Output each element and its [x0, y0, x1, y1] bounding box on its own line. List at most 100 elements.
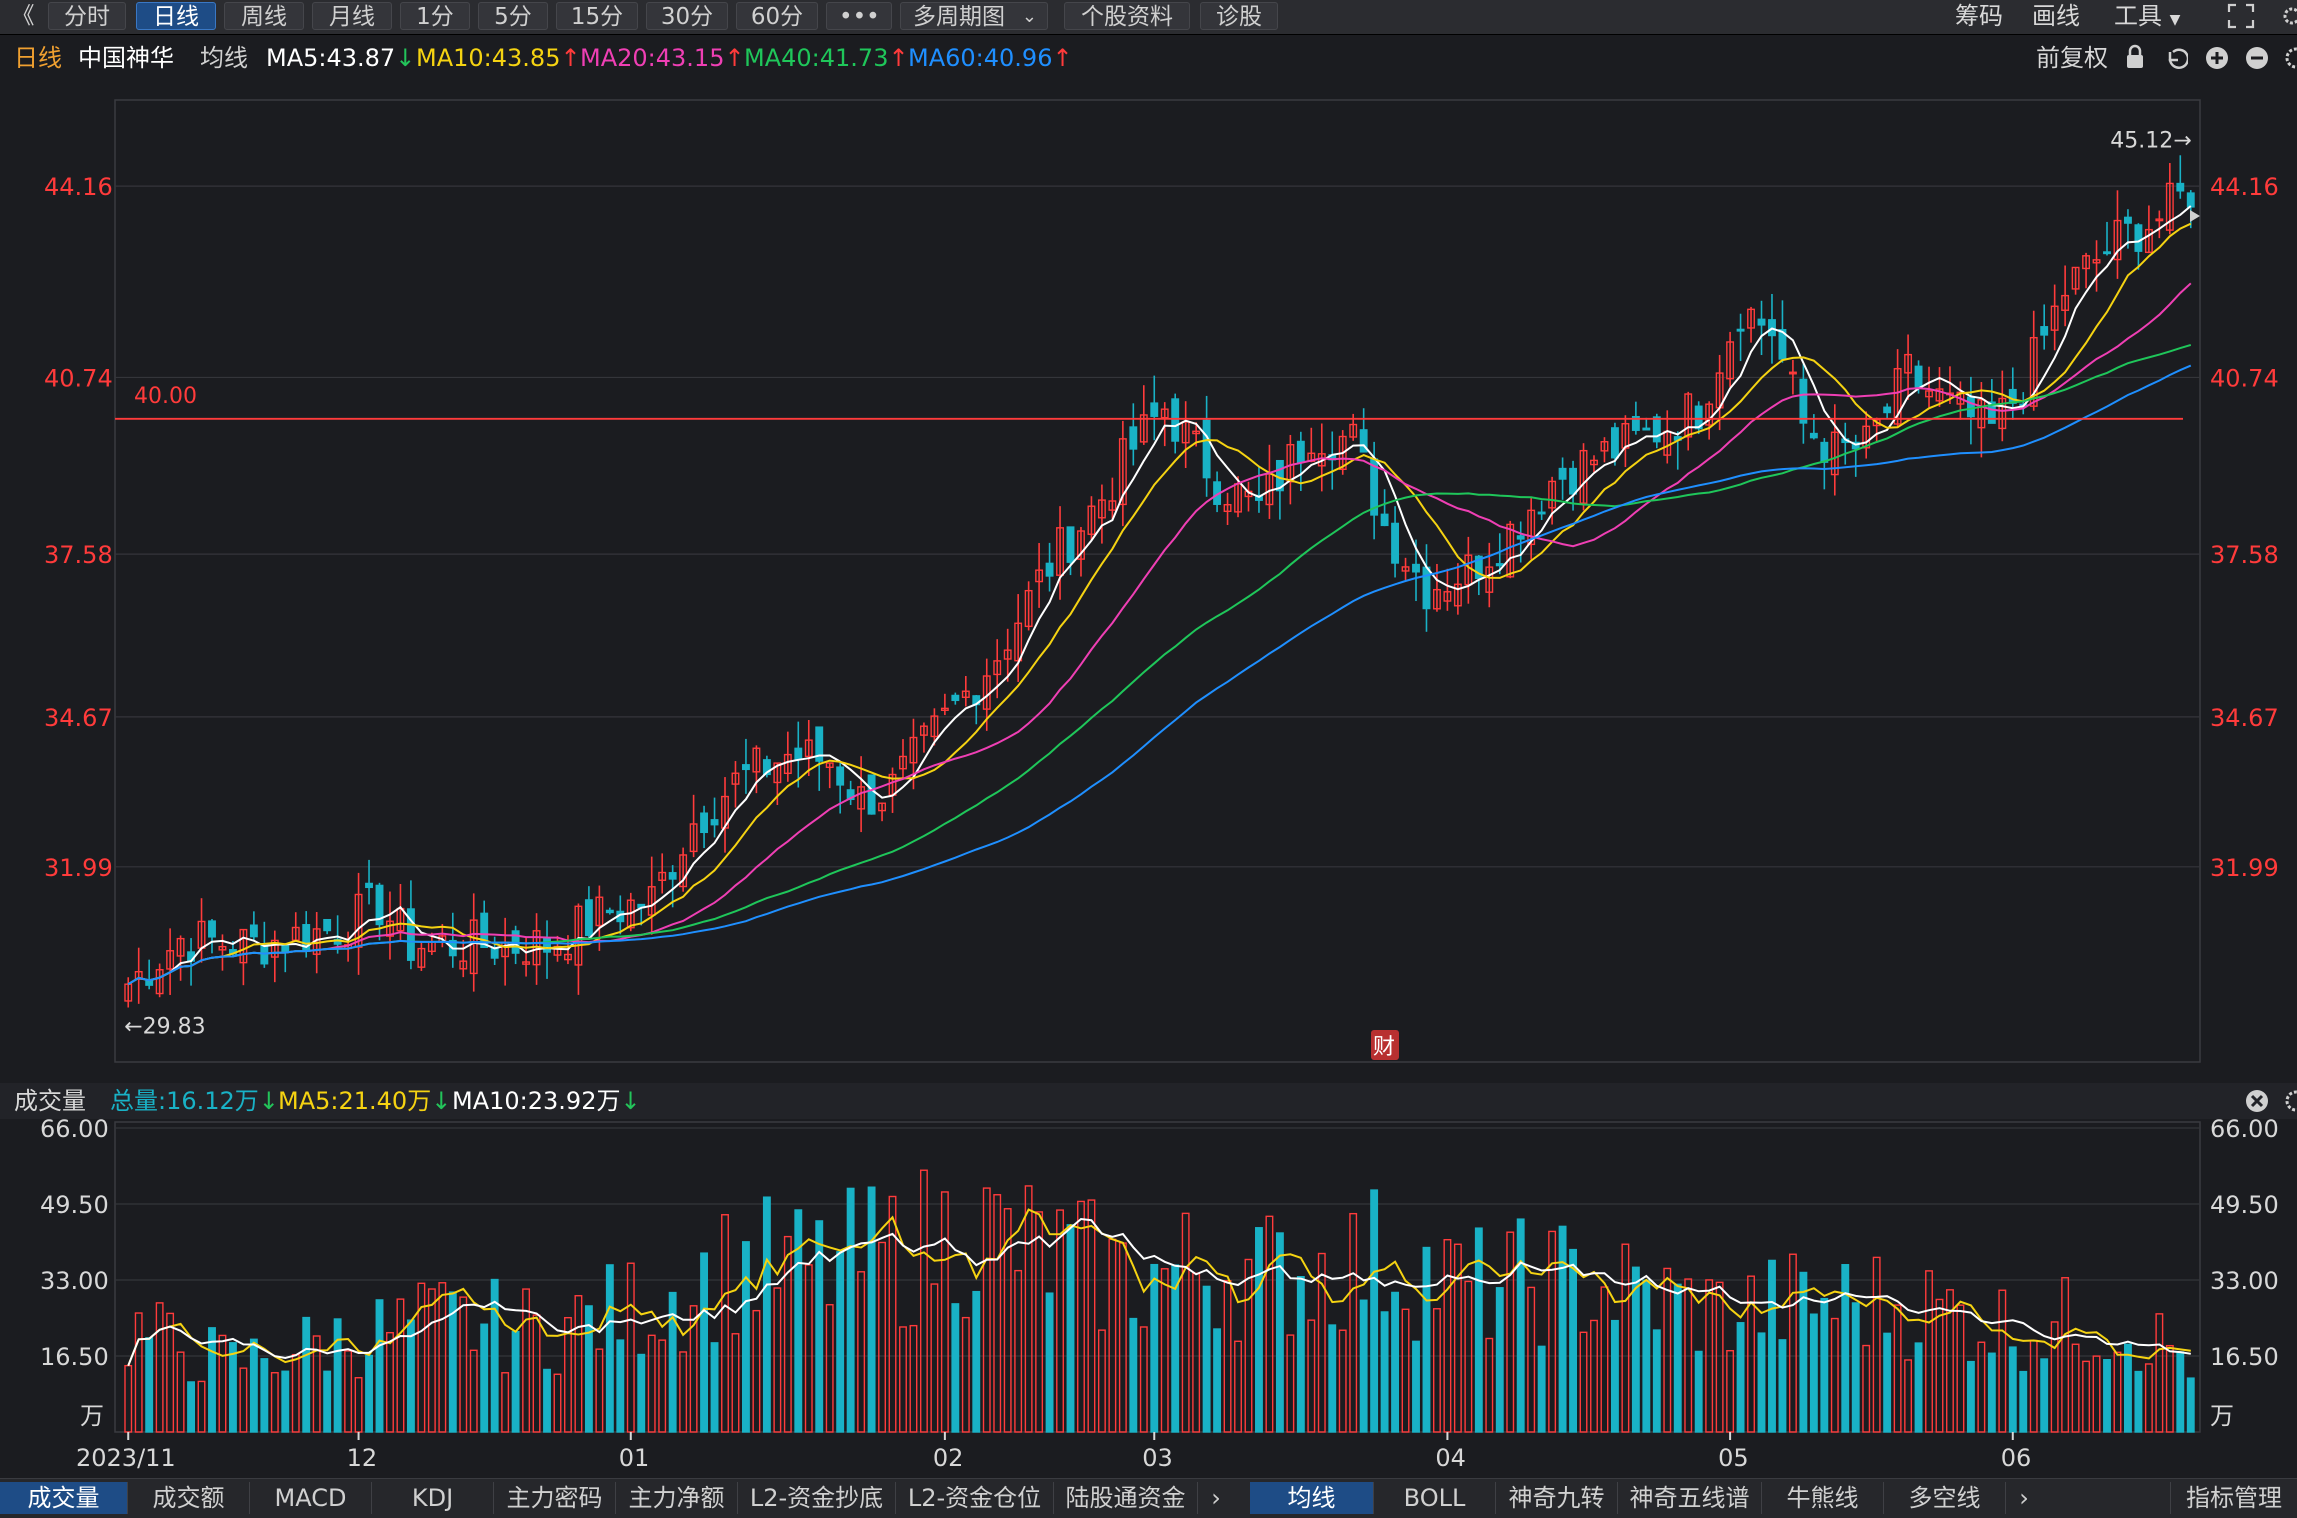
collapse-left-icon[interactable]: 《	[11, 3, 35, 29]
more-periods-button[interactable]: •••	[826, 2, 892, 30]
candle-body	[1035, 569, 1044, 583]
candle-body	[1590, 459, 1598, 466]
volume-bar	[1244, 1258, 1253, 1433]
candle-body	[1370, 458, 1379, 516]
volume-bar	[365, 1354, 373, 1433]
diagnose-button[interactable]: 诊股	[1200, 2, 1278, 30]
chevron-right-icon[interactable]: ›	[2019, 1484, 2029, 1512]
period-tab-5min[interactable]: 5分	[478, 2, 548, 30]
tab-volume[interactable]: 成交量	[0, 1482, 128, 1514]
candle-body	[448, 939, 457, 957]
zoom-in-icon[interactable]	[2204, 40, 2230, 84]
tab-magic-five-lines[interactable]: 神奇五线谱	[1618, 1482, 1762, 1514]
lock-icon[interactable]	[2124, 40, 2146, 84]
tab-northbound[interactable]: 陆股通资金	[1054, 1482, 1198, 1514]
candle-body	[333, 938, 342, 945]
tab-magic-nine[interactable]: 神奇九转	[1496, 1482, 1618, 1514]
candle-body	[1412, 563, 1420, 573]
multi-period-dropdown[interactable]: 多周期图 ⌄	[900, 2, 1048, 30]
candle-body	[1139, 414, 1148, 443]
restore-rights-button[interactable]: 前复权	[2036, 44, 2108, 72]
volume-bar	[2176, 1351, 2185, 1433]
period-tab-weekly[interactable]: 周线	[224, 2, 304, 30]
tab-long-short-line[interactable]: 多空线	[1884, 1482, 2006, 1514]
stock-name[interactable]: 中国神华	[78, 44, 174, 72]
candle-body	[1192, 430, 1201, 435]
ma-line-ma10	[127, 222, 2192, 986]
candle-body	[1788, 371, 1797, 375]
candle-body	[961, 690, 970, 698]
period-tab-monthly[interactable]: 月线	[312, 2, 392, 30]
tab-boll[interactable]: BOLL	[1374, 1482, 1496, 1514]
chip-button[interactable]: 筹码	[1955, 2, 2003, 30]
fullscreen-icon[interactable]	[2226, 2, 2256, 30]
candle-body	[1998, 397, 2007, 430]
zoom-out-icon[interactable]	[2244, 40, 2270, 84]
candle-body	[166, 950, 175, 970]
volume-bar	[857, 1271, 866, 1433]
volume-bar	[197, 1380, 206, 1433]
volume-bar	[2092, 1355, 2101, 1433]
ma-group-label[interactable]: 均线	[200, 44, 248, 72]
volume-bar	[1150, 1263, 1159, 1433]
volume-settings-icon[interactable]	[2282, 1083, 2297, 1129]
volume-bar	[762, 1196, 771, 1433]
tab-l2-bottom-fishing[interactable]: L2-资金抄底	[738, 1482, 896, 1514]
candle-body	[804, 739, 813, 758]
tab-main-force-code[interactable]: 主力密码	[494, 1482, 616, 1514]
volume-bar	[2019, 1370, 2028, 1433]
tab-main-force-net[interactable]: 主力净额	[616, 1482, 738, 1514]
tab-bull-bear-line[interactable]: 牛熊线	[1762, 1482, 1884, 1514]
candle-body	[1506, 523, 1515, 578]
tab-macd[interactable]: MACD	[250, 1482, 372, 1514]
volume-bar	[1296, 1275, 1305, 1433]
tab-l2-position[interactable]: L2-资金仓位	[896, 1482, 1054, 1514]
period-tab-15min[interactable]: 15分	[556, 2, 638, 30]
volume-bar	[605, 1264, 614, 1433]
volume-bar	[825, 1304, 834, 1433]
candle-body	[1296, 440, 1305, 464]
indicator-manager-button[interactable]: 指标管理	[2170, 1482, 2297, 1514]
volume-bar	[1495, 1287, 1504, 1433]
undo-icon[interactable]	[2164, 40, 2190, 84]
settings-icon[interactable]	[2282, 40, 2297, 84]
volume-bar	[2186, 1377, 2195, 1433]
volume-bar	[1349, 1212, 1358, 1433]
period-tab-60min[interactable]: 60分	[736, 2, 818, 30]
candle-body	[1673, 436, 1682, 441]
volume-bar	[1726, 1349, 1735, 1433]
volume-title[interactable]: 成交量	[14, 1087, 86, 1115]
candle-body	[375, 884, 384, 926]
candle-body	[2008, 388, 2017, 404]
ma5-text: MA5:43.87	[266, 44, 396, 72]
volume-bar	[1077, 1200, 1085, 1433]
settings-gear-icon[interactable]	[2278, 2, 2297, 30]
chevron-right-icon[interactable]: ›	[1211, 1484, 1221, 1512]
period-tab-1min[interactable]: 1分	[400, 2, 470, 30]
candle-body	[2165, 182, 2174, 231]
tools-button[interactable]: 工具 ▼	[2114, 2, 2180, 30]
stock-profile-button[interactable]: 个股资料	[1064, 2, 1190, 30]
volume-bar	[2082, 1360, 2091, 1433]
price-tick-label-left: 44.16	[44, 173, 113, 201]
period-tab-30min[interactable]: 30分	[646, 2, 728, 30]
tab-turnover[interactable]: 成交额	[128, 1482, 250, 1514]
tab-ma[interactable]: 均线	[1250, 1482, 1374, 1514]
candle-body	[1181, 421, 1190, 444]
close-icon[interactable]	[2244, 1083, 2270, 1129]
volume-bar	[815, 1220, 824, 1433]
volume-bar	[1757, 1332, 1766, 1433]
arrow-down-icon: ↓	[395, 44, 416, 72]
price-tick-label-right: 37.58	[2210, 541, 2279, 569]
volume-bar	[1548, 1230, 1557, 1433]
candle-body	[1495, 563, 1504, 567]
x-axis-label: 02	[933, 1444, 964, 1472]
arrow-up-icon: ↑	[560, 44, 581, 72]
draw-line-button[interactable]: 画线	[2032, 2, 2080, 30]
candle-body	[982, 675, 991, 710]
tab-kdj[interactable]: KDJ	[372, 1482, 494, 1514]
period-tab-fenshi[interactable]: 分时	[48, 2, 126, 30]
volume-bar	[1851, 1302, 1860, 1433]
period-tab-daily[interactable]: 日线	[136, 2, 216, 30]
